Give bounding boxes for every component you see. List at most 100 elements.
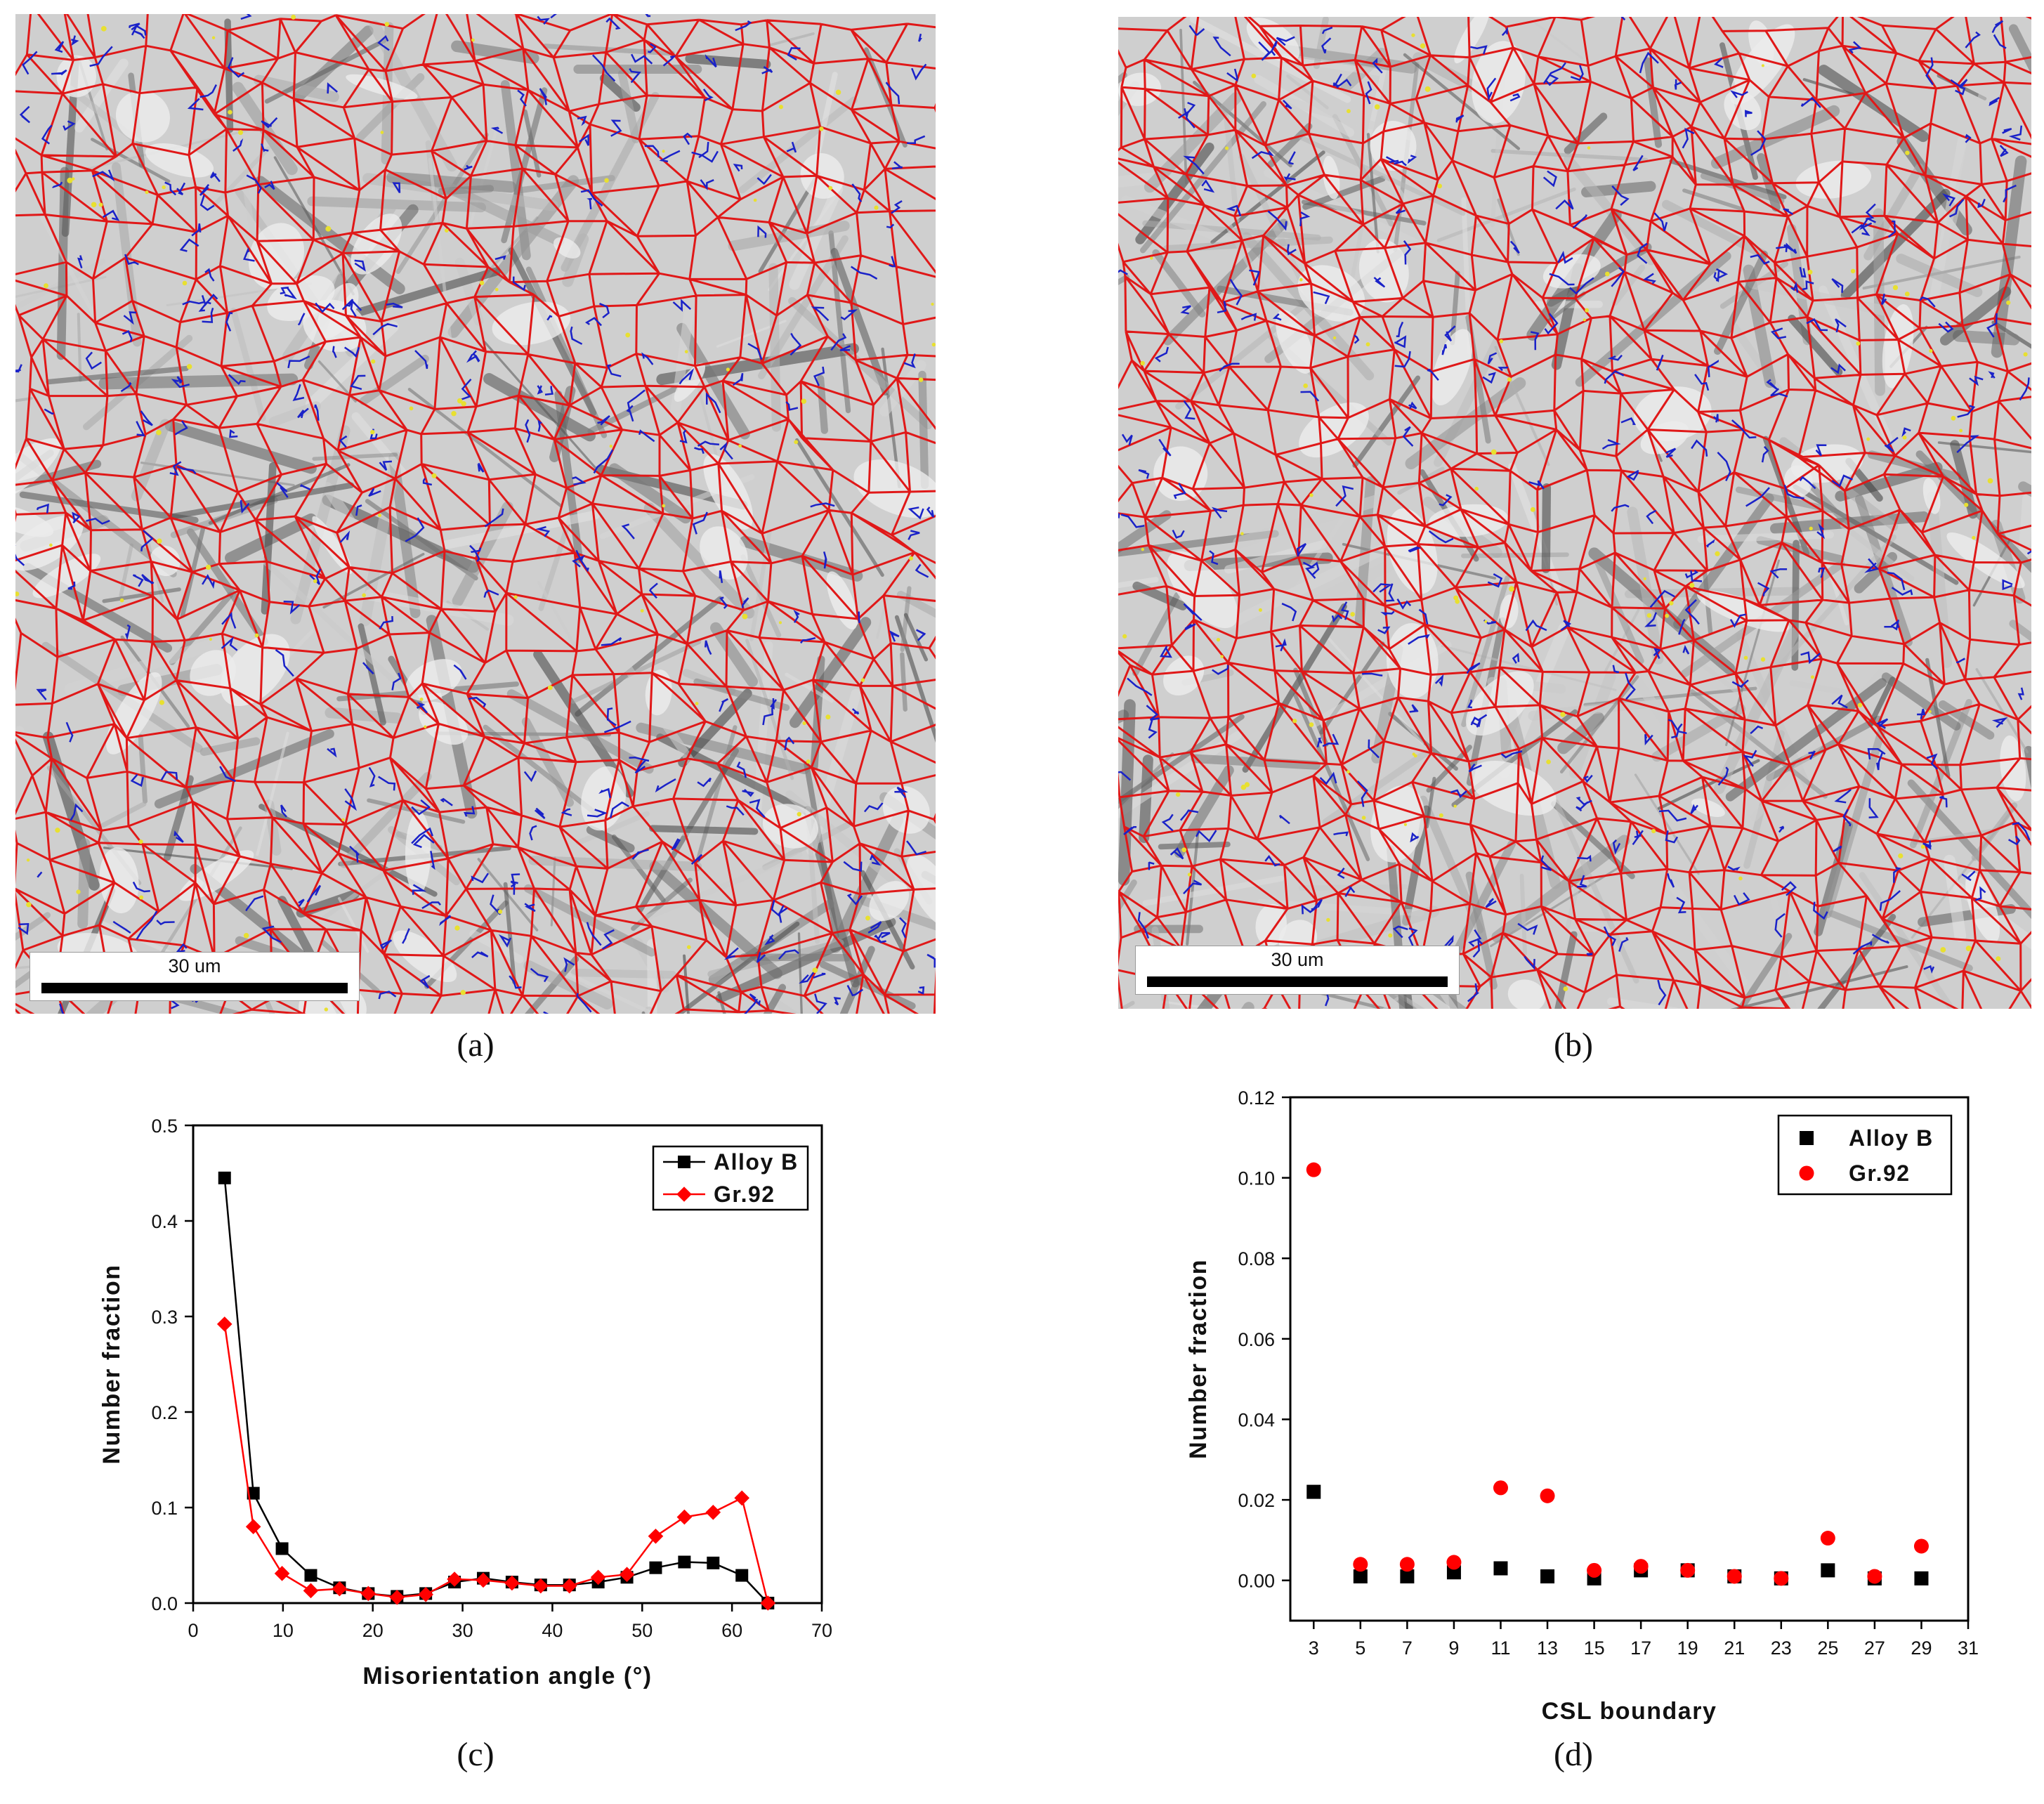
chart-c-point-gr-92	[274, 1566, 290, 1581]
chart-c-point-gr-92	[533, 1578, 549, 1594]
ebsd-map-b-image	[1118, 17, 2031, 1009]
chart-d-y-axis-label: Number fraction	[1185, 1259, 1212, 1459]
chart-d-x-tick-label: 13	[1537, 1638, 1558, 1659]
chart-c-x-tick-label: 10	[273, 1620, 294, 1641]
ebsd-map-a: 30 um	[15, 14, 936, 1014]
chart-d-point-gr-92	[1727, 1569, 1742, 1584]
chart-d-x-tick-label: 11	[1491, 1638, 1510, 1659]
chart-c-point-gr-92	[760, 1595, 776, 1611]
chart-c-y-tick-label: 0.3	[151, 1307, 178, 1328]
scale-bar-b: 30 um	[1135, 946, 1460, 995]
chart-c-y-tick-label: 0.0	[151, 1593, 178, 1614]
chart-d-x-tick-label: 17	[1630, 1638, 1651, 1659]
chart-d-x-tick-label: 21	[1724, 1638, 1745, 1659]
chart-d-legend	[1777, 1114, 1953, 1196]
chart-d-y-tick-label: 0.02	[1238, 1490, 1275, 1511]
chart-c-point-gr-92	[303, 1583, 319, 1599]
caption-a: (a)	[457, 1026, 494, 1064]
chart-d-frame	[1289, 1096, 1970, 1622]
chart-c-point-alloy-b	[275, 1542, 289, 1555]
chart-c-point-alloy-b	[304, 1569, 317, 1582]
chart-d-x-tick-label: 31	[1958, 1638, 1979, 1659]
chart-c-point-gr-92	[447, 1571, 462, 1587]
chart-d-point-alloy-b	[1353, 1569, 1368, 1583]
chart-c-x-axis-label: Misorientation angle (°)	[362, 1663, 652, 1689]
chart-d-x-tick-label: 3	[1309, 1638, 1319, 1659]
chart-d: 3 5 7 9 11 13 15 17 19 21 23 25 27 29 31 0.00 0.02 0.04 0.…	[1159, 1075, 2016, 1728]
chart-c-point-gr-92	[216, 1316, 232, 1332]
chart-d-x-tick-label: 25	[1817, 1638, 1838, 1659]
chart-d-point-gr-92	[1306, 1162, 1321, 1177]
chart-d-x-tick-label: 23	[1771, 1638, 1792, 1659]
chart-c-x-tick-label: 60	[721, 1620, 742, 1641]
chart-c-legend-label-alloy-b: Alloy B	[714, 1149, 799, 1175]
chart-d-y-tick-label: 0.10	[1238, 1168, 1275, 1189]
chart-c-x-tick-label: 0	[188, 1620, 198, 1641]
chart-d-y-tick-label: 0.12	[1238, 1087, 1275, 1109]
chart-c-plot: 0 10 20 30 40 50 60 70 0.0 0.1 0.2 0.3 0.4 0.5 Misorie…	[98, 1116, 832, 1689]
chart-c-x-tick-label: 30	[452, 1620, 473, 1641]
chart-d-y-tick-label: 0.06	[1238, 1329, 1275, 1350]
chart-c-point-alloy-b	[218, 1171, 231, 1184]
chart-c: 0 10 20 30 40 50 60 70 0.0 0.1 0.2 0.3 0.4 0.5 Misorie…	[77, 1110, 878, 1714]
chart-c-point-alloy-b	[649, 1561, 662, 1574]
chart-d-x-tick-label: 9	[1448, 1638, 1459, 1659]
chart-d-y-tick-label: 0.00	[1238, 1571, 1275, 1592]
chart-d-x-tick-label: 15	[1584, 1638, 1605, 1659]
chart-d-point-alloy-b	[1540, 1569, 1555, 1583]
chart-d-x-axis-label: CSL boundary	[1542, 1698, 1717, 1725]
scale-bar-a: 30 um	[30, 952, 360, 1001]
ebsd-map-a-image	[15, 14, 936, 1014]
caption-b: (b)	[1554, 1026, 1593, 1064]
chart-d-x-tick-label: 5	[1355, 1638, 1365, 1659]
chart-d-point-alloy-b	[1400, 1569, 1415, 1583]
chart-c-y-tick-label: 0.2	[151, 1402, 178, 1423]
chart-c-legend-marker-alloy-b	[678, 1156, 690, 1168]
ebsd-map-b: 30 um	[1118, 17, 2031, 1009]
chart-c-x-tick-label: 70	[811, 1620, 832, 1641]
chart-c-point-gr-92	[648, 1529, 664, 1544]
chart-c-legend-marker-gr-92	[676, 1187, 692, 1202]
chart-d-legend-label-gr-92: Gr.92	[1849, 1161, 1911, 1186]
chart-d-legend-label-alloy-b: Alloy B	[1849, 1125, 1934, 1151]
chart-d-point-gr-92	[1399, 1557, 1415, 1572]
chart-d-point-gr-92	[1633, 1559, 1649, 1574]
chart-d-point-alloy-b	[1493, 1561, 1508, 1576]
caption-d: (d)	[1554, 1736, 1593, 1773]
chart-d-y-tick-label: 0.04	[1238, 1409, 1275, 1430]
scale-bar-b-line	[1147, 976, 1448, 987]
chart-d-point-gr-92	[1820, 1531, 1835, 1546]
chart-c-x-tick-label: 20	[362, 1620, 384, 1641]
scale-bar-b-label: 30 um	[1271, 949, 1324, 970]
chart-c-point-gr-92	[561, 1578, 577, 1594]
chart-d-point-alloy-b	[1306, 1484, 1321, 1499]
chart-c-frame	[192, 1124, 823, 1604]
caption-c: (c)	[457, 1736, 494, 1773]
chart-c-point-gr-92	[476, 1572, 491, 1588]
chart-c-point-alloy-b	[247, 1486, 260, 1500]
chart-d-point-gr-92	[1353, 1557, 1368, 1572]
chart-c-y-tick-label: 0.4	[151, 1211, 178, 1232]
chart-d-x-tick-label: 27	[1864, 1638, 1885, 1659]
scale-bar-a-line	[41, 983, 348, 993]
chart-d-point-gr-92	[1540, 1488, 1555, 1503]
chart-d-y-tick-label: 0.08	[1238, 1248, 1275, 1269]
chart-d-x-tick-label: 7	[1402, 1638, 1413, 1659]
chart-c-point-alloy-b	[678, 1555, 691, 1569]
chart-c-y-tick-label: 0.1	[151, 1498, 178, 1519]
chart-d-x-tick-label: 19	[1677, 1638, 1698, 1659]
chart-c-point-alloy-b	[735, 1569, 749, 1582]
chart-d-legend-marker-gr-92	[1799, 1165, 1814, 1181]
chart-d-point-alloy-b	[1446, 1565, 1461, 1580]
chart-c-y-tick-label: 0.5	[151, 1116, 178, 1137]
chart-d-plot: 3 5 7 9 11 13 15 17 19 21 23 25 27 29 31 0.00 0.02 0.04 0.…	[1185, 1087, 1979, 1725]
chart-d-x-tick-label: 29	[1911, 1638, 1932, 1659]
chart-c-point-gr-92	[245, 1519, 261, 1534]
chart-c-legend-label-gr-92: Gr.92	[714, 1182, 775, 1207]
chart-d-point-gr-92	[1680, 1562, 1696, 1578]
chart-d-point-gr-92	[1587, 1562, 1602, 1578]
chart-c-y-axis-label: Number fraction	[98, 1264, 125, 1464]
chart-c-x-tick-label: 50	[631, 1620, 653, 1641]
chart-d-point-gr-92	[1493, 1480, 1508, 1496]
chart-d-point-gr-92	[1867, 1569, 1882, 1584]
